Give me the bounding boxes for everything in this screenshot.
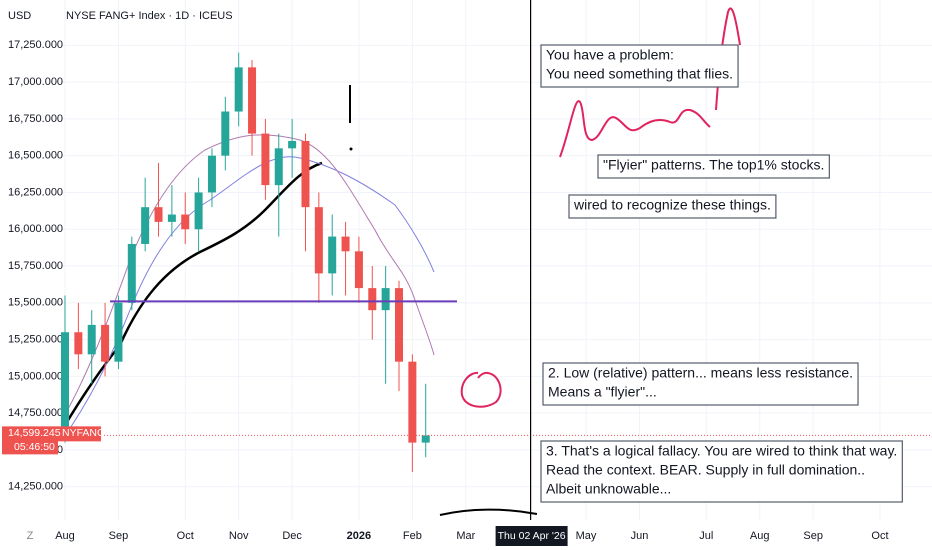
x-tick-label: Sep	[109, 530, 129, 542]
crosshair-label-box	[495, 526, 568, 546]
annotation-box	[540, 440, 903, 503]
moving-average	[61, 134, 435, 421]
countdown-label: 05:46:50	[14, 441, 55, 453]
candle-body	[74, 332, 83, 355]
x-tick-label: Aug	[55, 530, 75, 542]
annotation: 3. That's a logical fallacy. You are wir…	[540, 440, 903, 503]
candle-body	[301, 140, 310, 208]
last-price-label: 14,599.245	[8, 427, 61, 439]
candle-body	[395, 288, 403, 362]
candle-body	[101, 324, 110, 362]
pen-mark	[460, 371, 502, 408]
annotation: 2. Low (relative) pattern... means less …	[542, 362, 859, 406]
annotation-text: Means a "flyier"...	[548, 384, 657, 400]
pen-mark	[559, 100, 711, 158]
chart-title: NYSE FANG+ Index · 1D · ICEUS	[66, 10, 233, 22]
annotation-text: 2. Low (relative) pattern... means less …	[548, 365, 853, 381]
x-tick-label: Oct	[871, 530, 888, 542]
x-tick-label: Dec	[282, 530, 302, 542]
x-tick-label: Thu 02 Apr '26	[498, 530, 566, 542]
y-tick-label: 16,500.000	[8, 150, 63, 162]
candle-body	[314, 207, 323, 274]
candle-body	[328, 236, 337, 274]
annotation-text: 3. That's a logical fallacy. You are wir…	[546, 443, 897, 459]
candle-body	[234, 67, 243, 112]
candle-body	[127, 243, 136, 303]
scale-button[interactable]: Z	[27, 530, 34, 542]
pen-mark	[349, 147, 353, 151]
annotation-box	[568, 194, 777, 219]
candle-body	[261, 133, 270, 186]
y-tick-label: 14,750.000	[8, 407, 63, 419]
candle-body	[288, 140, 297, 149]
pen-mark	[439, 508, 538, 516]
annotation-box	[542, 362, 859, 406]
candle-body	[141, 207, 150, 244]
candle-body	[114, 302, 123, 362]
x-tick-label: May	[576, 530, 597, 542]
x-tick-label: Nov	[229, 530, 249, 542]
annotation: You have a problem: You need something th…	[540, 44, 739, 88]
candle-body	[167, 214, 176, 222]
grid: 14,250.00014,500.00014,750.00015,000.000…	[8, 0, 932, 542]
x-tick-label: Aug	[750, 530, 770, 542]
y-tick-label: 17,000.000	[8, 76, 63, 88]
candle-body	[87, 324, 96, 355]
x-tick-label: Feb	[403, 530, 422, 542]
overlay: Thu 02 Apr '26 14,599.245 05:46:50 NYFANG Yo…	[2, 0, 903, 546]
last-price-box	[2, 426, 58, 455]
x-tick-label: Jul	[699, 530, 713, 542]
candle-body	[207, 155, 216, 193]
candle-body	[408, 361, 417, 443]
annotation-box	[597, 154, 830, 179]
x-tick-label: Oct	[177, 530, 194, 542]
candle-body	[341, 236, 350, 252]
y-tick-label: 17,250.000	[8, 39, 63, 51]
x-tick-label: 2026	[347, 530, 371, 542]
candle-body	[154, 207, 163, 222]
y-tick-label: 15,250.000	[8, 334, 63, 346]
annotation-text: Read the context. BEAR. Supply in full d…	[546, 462, 865, 478]
currency-label: USD	[8, 10, 31, 22]
y-tick-label: 15,000.000	[8, 370, 63, 382]
y-tick-label: 16,750.000	[8, 113, 63, 125]
y-tick-label: 16,250.000	[8, 186, 63, 198]
candle-body	[421, 435, 430, 443]
x-tick-label: Sep	[803, 530, 823, 542]
candle-body	[181, 214, 190, 230]
candle-body	[61, 332, 69, 428]
annotation-text: wired to recognize these things.	[573, 197, 771, 213]
candle-body	[274, 148, 283, 186]
candle-body	[354, 251, 363, 289]
symbol-box	[58, 426, 101, 442]
y-tick-label: 14,250.000	[8, 481, 63, 493]
annotation-text: Albeit unknowable...	[546, 481, 671, 497]
plot	[61, 52, 932, 473]
annotation-text: "Flyier" patterns. The top1% stocks.	[603, 157, 824, 173]
candle-body	[221, 111, 230, 156]
annotation-box	[540, 44, 739, 88]
candle-body	[381, 288, 390, 311]
x-tick-label: Jun	[631, 530, 649, 542]
annotation: "Flyier" patterns. The top1% stocks.	[597, 154, 830, 179]
moving-average	[60, 161, 323, 431]
symbol-label: NYFANG	[62, 427, 105, 439]
y-tick-label: 16,000.000	[8, 223, 63, 235]
x-tick-label: Mar	[456, 530, 475, 542]
annotation: wired to recognize these things.	[568, 194, 777, 219]
y-tick-label: 15,750.000	[8, 260, 63, 272]
candle-body	[248, 67, 257, 134]
y-tick-label: 15,500.000	[8, 297, 63, 309]
candle-body	[194, 192, 203, 230]
annotation-text: You have a problem:	[546, 47, 674, 63]
candle-body	[368, 288, 377, 311]
annotation-text: You need something that flies.	[546, 66, 733, 82]
